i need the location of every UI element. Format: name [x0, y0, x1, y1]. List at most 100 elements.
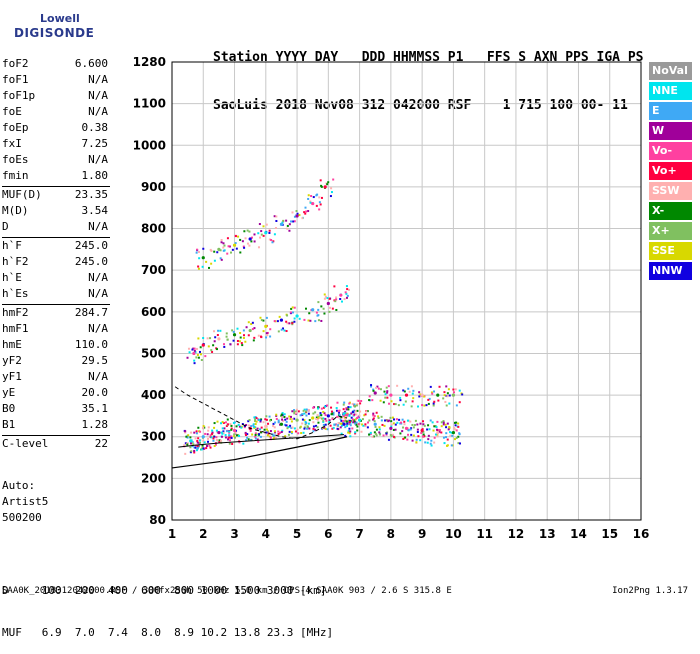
echo-point	[278, 315, 281, 318]
param-value: 7.25	[81, 137, 109, 150]
echo-point	[293, 427, 296, 430]
echo-point	[260, 336, 263, 339]
echo-point	[387, 438, 390, 441]
echo-point	[232, 330, 235, 333]
echo-point	[200, 358, 203, 361]
echo-point	[290, 430, 293, 433]
echo-point	[316, 406, 319, 409]
echo-point	[217, 329, 220, 332]
echo-point	[257, 440, 260, 443]
echo-point	[243, 230, 246, 233]
echo-point	[213, 444, 216, 447]
echo-point	[213, 422, 216, 425]
echo-point	[309, 201, 312, 204]
echo-point	[216, 348, 219, 351]
trace-point	[451, 393, 455, 397]
echo-point	[190, 431, 193, 434]
echo-point	[348, 419, 351, 422]
echo-point	[418, 391, 421, 394]
echo-point	[335, 296, 338, 299]
echo-point	[270, 239, 273, 242]
echo-point	[356, 425, 359, 428]
echo-point	[320, 414, 323, 417]
echo-point	[295, 210, 298, 213]
echo-point	[330, 191, 333, 194]
echo-point	[271, 433, 274, 436]
echo-point	[195, 449, 198, 452]
echo-point	[351, 411, 354, 414]
echo-point	[291, 306, 294, 309]
echo-point	[449, 434, 452, 437]
echo-point	[427, 438, 430, 441]
echo-point	[415, 441, 418, 444]
echo-point	[358, 414, 361, 417]
trace-point	[189, 439, 193, 443]
echo-point	[262, 330, 265, 333]
echo-point	[422, 423, 425, 426]
echo-point	[249, 429, 252, 432]
echo-point	[211, 431, 214, 434]
echo-point	[186, 356, 189, 359]
trace-point	[264, 424, 268, 428]
echo-point	[396, 421, 399, 424]
echo-point	[191, 445, 194, 448]
echo-point	[228, 245, 231, 248]
echo-point	[262, 421, 265, 424]
echo-point	[202, 247, 205, 250]
echo-point	[221, 427, 224, 430]
echo-point	[301, 422, 304, 425]
echo-point	[365, 410, 368, 413]
x-tick-label: 1	[168, 527, 176, 541]
echo-point	[250, 236, 253, 239]
echo-point	[190, 450, 193, 453]
echo-point	[222, 246, 225, 249]
echo-point	[254, 437, 257, 440]
echo-point	[191, 441, 194, 444]
echo-point	[317, 308, 320, 311]
echo-point	[328, 421, 331, 424]
echo-point	[265, 332, 268, 335]
echo-point	[340, 419, 343, 422]
echo-point	[187, 347, 190, 350]
echo-point	[322, 307, 325, 310]
param-row: foF1 N/A	[2, 73, 108, 89]
echo-point	[228, 439, 231, 442]
echo-point	[252, 339, 255, 342]
echo-point	[312, 425, 315, 428]
logo-lowell: Lowell	[40, 12, 80, 25]
echo-point	[283, 415, 286, 418]
echo-point	[239, 238, 242, 241]
param-value: N/A	[88, 105, 108, 118]
echo-point	[274, 436, 277, 439]
auto-label: Auto:	[2, 479, 36, 492]
echo-point	[262, 234, 265, 237]
echo-point	[219, 439, 222, 442]
echo-point	[403, 420, 406, 423]
echo-point	[378, 426, 381, 429]
echo-point	[429, 419, 432, 422]
echo-point	[216, 251, 219, 254]
echo-point	[229, 423, 232, 426]
echo-point	[258, 419, 261, 422]
echo-point	[285, 330, 288, 333]
echo-point	[197, 337, 200, 340]
echo-point	[230, 435, 233, 438]
echo-point	[285, 219, 288, 222]
plot-frame	[171, 61, 642, 521]
echo-point	[378, 428, 381, 431]
echo-point	[339, 418, 342, 421]
echo-point	[259, 419, 262, 422]
echo-point	[455, 429, 458, 432]
echo-point	[438, 430, 441, 433]
echo-point	[199, 353, 202, 356]
echo-point	[238, 434, 241, 437]
legend-item-sse: SSE	[649, 242, 692, 260]
echo-point	[315, 311, 318, 314]
echo-point	[317, 301, 320, 304]
echo-point	[250, 425, 253, 428]
echo-point	[443, 391, 446, 394]
trace-point	[373, 391, 377, 395]
echo-point	[223, 427, 226, 430]
footer-version: Ion2Png 1.3.17	[612, 586, 688, 596]
echo-point	[398, 418, 401, 421]
